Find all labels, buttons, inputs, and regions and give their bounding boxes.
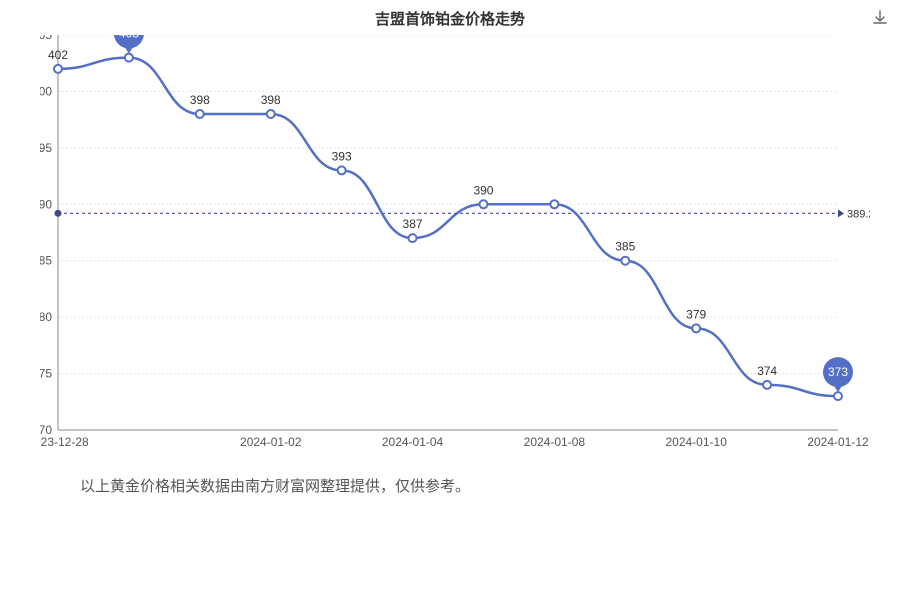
point-label: 402 (48, 48, 68, 62)
chart-title: 吉盟首饰铂金价格走势 (0, 8, 900, 29)
data-point[interactable] (692, 324, 700, 332)
y-tick-label: 390 (40, 197, 52, 211)
x-tick-label: 2024-01-12 (807, 435, 869, 449)
y-tick-label: 375 (40, 367, 52, 381)
point-label: 398 (261, 93, 281, 107)
point-label: 390 (473, 183, 493, 197)
point-label: 379 (686, 307, 706, 321)
data-point[interactable] (621, 257, 629, 265)
point-label: 374 (757, 364, 777, 378)
ref-label: 389.2 (847, 208, 870, 220)
y-tick-label: 380 (40, 310, 52, 324)
chart-container: 吉盟首饰铂金价格走势 3703753803853903954004052023-… (0, 0, 900, 600)
x-tick-label: 2024-01-04 (382, 435, 444, 449)
plot-area: 3703753803853903954004052023-12-282024-0… (40, 35, 870, 450)
x-tick-label: 2024-01-08 (524, 435, 586, 449)
ref-arrow (838, 209, 844, 217)
y-tick-label: 395 (40, 141, 52, 155)
y-tick-label: 385 (40, 254, 52, 268)
data-point[interactable] (196, 110, 204, 118)
data-point[interactable] (479, 200, 487, 208)
data-point[interactable] (763, 381, 771, 389)
point-label: 385 (615, 240, 635, 254)
data-point[interactable] (54, 65, 62, 73)
y-tick-label: 405 (40, 35, 52, 42)
y-tick-label: 400 (40, 84, 52, 98)
data-point[interactable] (834, 392, 842, 400)
point-label: 398 (190, 93, 210, 107)
data-point[interactable] (409, 234, 417, 242)
download-icon[interactable] (872, 10, 888, 26)
x-tick-label: 2024-01-02 (240, 435, 302, 449)
data-point[interactable] (550, 200, 558, 208)
data-point[interactable] (267, 110, 275, 118)
pin-label: 403 (119, 35, 139, 41)
point-label: 393 (332, 149, 352, 163)
price-line (58, 58, 838, 397)
data-point[interactable] (338, 166, 346, 174)
data-point[interactable] (125, 54, 133, 62)
point-label: 387 (403, 217, 423, 231)
x-tick-label: 2023-12-28 (40, 435, 89, 449)
x-tick-label: 2024-01-10 (665, 435, 727, 449)
pin-label: 373 (828, 365, 848, 379)
footer-note: 以上黄金价格相关数据由南方财富网整理提供，仅供参考。 (80, 475, 470, 496)
